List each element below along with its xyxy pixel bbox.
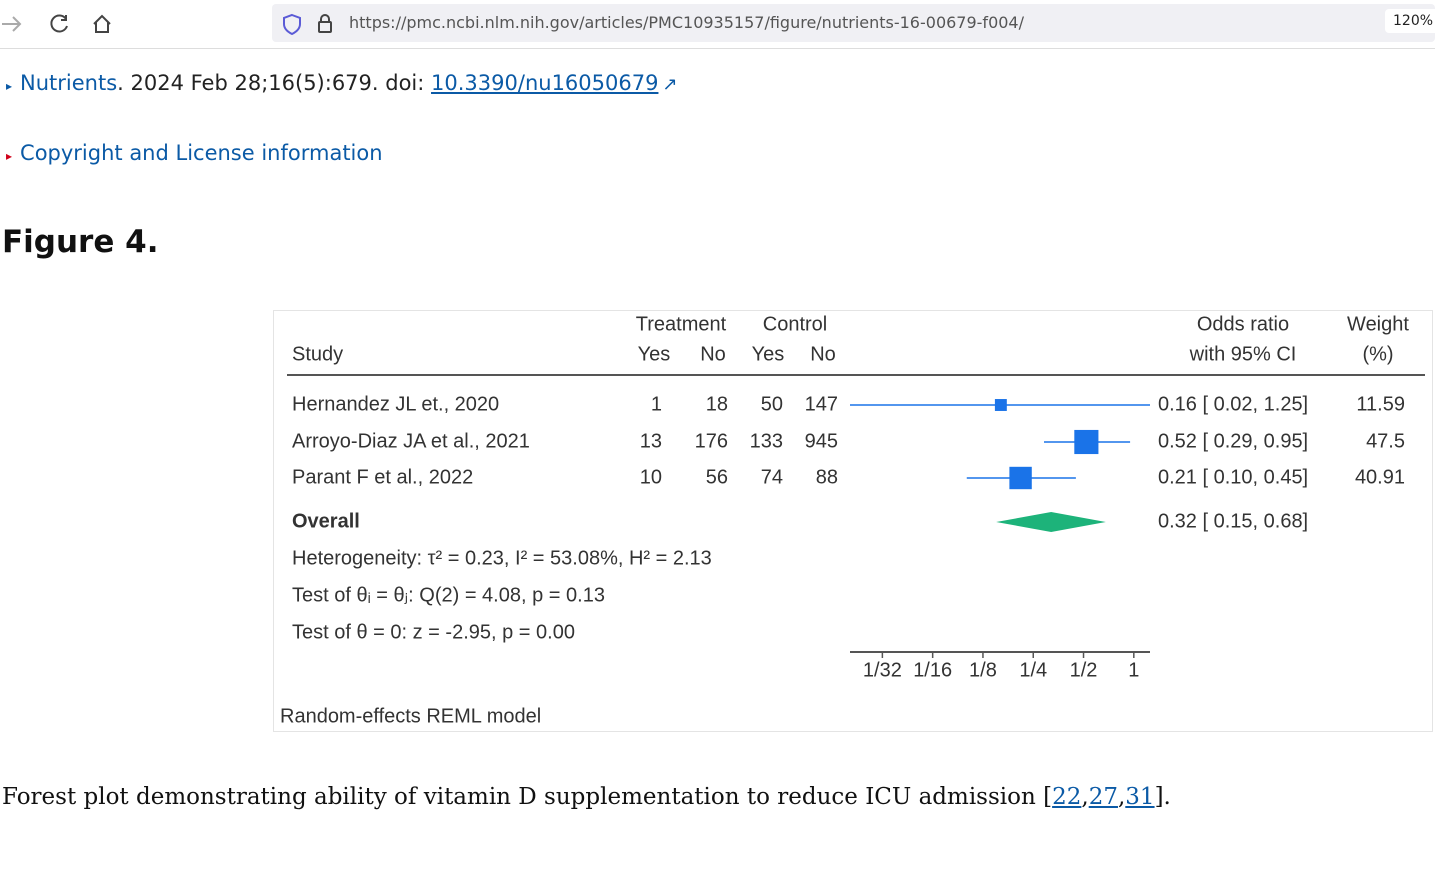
copyright-link[interactable]: Copyright and License information: [20, 141, 383, 165]
url-bar[interactable]: https://pmc.ncbi.nlm.nih.gov/articles/PM…: [272, 4, 1435, 42]
cell: 176: [695, 430, 728, 452]
cell: 74: [761, 466, 783, 488]
header: Weight: [1347, 313, 1409, 335]
overall-name: Overall: [292, 510, 360, 532]
header: Treatment: [636, 313, 727, 335]
reload-button[interactable]: [50, 14, 68, 33]
header: Yes: [752, 343, 785, 365]
url-text: https://pmc.ncbi.nlm.nih.gov/articles/PM…: [349, 13, 1024, 32]
or-box: [1009, 466, 1032, 490]
stat-text: Test of θ = 0: z = -2.95, p = 0.00: [292, 621, 575, 643]
cell: 147: [805, 393, 838, 415]
journal-link[interactable]: Nutrients: [20, 71, 118, 95]
weight: 47.5: [1366, 430, 1405, 452]
citation-details: . 2024 Feb 28;16(5):679. doi:: [117, 71, 432, 95]
overall-diamond: [996, 512, 1106, 532]
header: with 95% CI: [1189, 343, 1297, 365]
header: Study: [292, 343, 343, 365]
cell: 945: [805, 430, 838, 452]
cell: 13: [640, 430, 662, 452]
forward-button[interactable]: [2, 16, 22, 32]
x-tick-label: 1/32: [863, 659, 902, 681]
header: (%): [1362, 343, 1393, 365]
bullet: ▸: [6, 79, 13, 93]
or-label: 0.16 [ 0.02, 1.25]: [1158, 393, 1308, 415]
study-name: Parant F et al., 2022: [292, 466, 473, 488]
figure-frame: Treatment Control Study Yes No Yes No Odds rati…: [273, 310, 1433, 732]
ref-link[interactable]: 27: [1088, 784, 1118, 810]
weight: 11.59: [1356, 393, 1405, 415]
x-tick-label: 1/2: [1070, 659, 1098, 681]
browser-toolbar: https://pmc.ncbi.nlm.nih.gov/articles/PM…: [0, 0, 1435, 49]
x-tick-label: 1/4: [1019, 659, 1047, 681]
cell: 18: [706, 393, 728, 415]
header: No: [700, 343, 726, 365]
stat-text: Test of θᵢ = θⱼ: Q(2) = 4.08, p = 0.13: [292, 584, 605, 606]
study-name: Hernandez JL et., 2020: [292, 393, 499, 415]
caption-close: ].: [1154, 784, 1171, 810]
cell: 1: [651, 393, 662, 415]
external-icon: ↗: [662, 74, 678, 95]
home-button[interactable]: [93, 14, 111, 33]
header: Yes: [638, 343, 671, 365]
cell: 10: [640, 466, 662, 488]
x-tick-label: 1/8: [969, 659, 997, 681]
x-tick-label: 1: [1128, 659, 1139, 681]
separator: ,: [1081, 784, 1089, 810]
caption: Forest plot demonstrating ability of vit…: [2, 784, 1171, 810]
or-label: 0.52 [ 0.29, 0.95]: [1158, 430, 1308, 452]
model-text: Random-effects REML model: [280, 705, 541, 727]
or-box: [994, 399, 1007, 411]
weight: 40.91: [1355, 466, 1405, 488]
cell: 56: [706, 466, 728, 488]
cell: 88: [816, 466, 838, 488]
cell: 50: [761, 393, 783, 415]
citation: ▸ Nutrients. 2024 Feb 28;16(5):679. doi: …: [6, 71, 678, 95]
forest-plot: Treatment Control Study Yes No Yes No Odds rati…: [280, 313, 1425, 727]
or-box: [1074, 429, 1099, 455]
study-name: Arroyo-Diaz JA et al., 2021: [292, 430, 530, 452]
stat-text: Heterogeneity: τ² = 0.23, I² = 53.08%, H…: [292, 547, 712, 569]
or-label: 0.21 [ 0.10, 0.45]: [1158, 466, 1308, 488]
nav-icons: [2, 14, 111, 33]
separator: ,: [1117, 784, 1126, 810]
header: Odds ratio: [1197, 313, 1289, 335]
security-icons: [283, 13, 332, 35]
header: Control: [763, 313, 827, 335]
copyright[interactable]: ▸ Copyright and License information: [6, 141, 383, 165]
doi-link[interactable]: 10.3390/nu16050679: [431, 71, 659, 95]
caption-text: Forest plot demonstrating ability of vit…: [2, 784, 1053, 810]
x-tick-label: 1/16: [913, 659, 952, 681]
ref-link[interactable]: 31: [1125, 784, 1155, 810]
bullet: ▸: [6, 149, 13, 163]
header: No: [810, 343, 836, 365]
ref-link[interactable]: 22: [1052, 784, 1082, 810]
or-label: 0.32 [ 0.15, 0.68]: [1158, 510, 1308, 532]
zoom-level[interactable]: 120%: [1385, 9, 1435, 33]
figure-title: Figure 4.: [2, 224, 159, 260]
cell: 133: [750, 430, 783, 452]
